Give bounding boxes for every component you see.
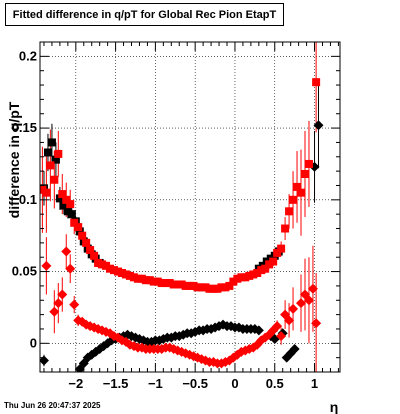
- data-point-diamond: [313, 120, 324, 131]
- data-point-square: [75, 227, 84, 236]
- data-point-diamond: [249, 323, 260, 334]
- data-point-diamond: [307, 283, 318, 294]
- x-tick-label: −1.5: [103, 376, 129, 391]
- x-tick-label: 1: [311, 376, 318, 391]
- data-point-diamond: [276, 331, 287, 342]
- data-point-square: [78, 231, 87, 240]
- data-point-square: [86, 246, 95, 255]
- data-point-square: [66, 200, 75, 209]
- data-point-diamond: [289, 344, 300, 355]
- data-point-square: [50, 175, 59, 184]
- data-point-diamond: [53, 298, 64, 309]
- data-point-square: [269, 257, 278, 266]
- data-point-diamond: [74, 364, 85, 372]
- data-markers: [40, 78, 324, 372]
- y-tick-label: 0.05: [12, 264, 37, 279]
- plot-frame: [39, 41, 341, 373]
- data-point-square: [59, 201, 68, 210]
- x-tick-label: 0: [231, 376, 238, 391]
- data-point-square: [46, 161, 55, 170]
- data-point-square: [297, 188, 306, 197]
- data-point-square: [304, 159, 313, 168]
- data-point-square: [312, 78, 321, 87]
- y-tick-label: 0.2: [19, 48, 37, 63]
- data-point-square: [277, 244, 286, 253]
- data-point-square: [67, 210, 76, 219]
- data-point-square: [281, 224, 290, 233]
- x-axis-label: η: [330, 399, 339, 414]
- data-point-diamond: [288, 303, 299, 314]
- y-tick-label: 0.1: [19, 192, 37, 207]
- data-point-diamond: [120, 336, 131, 347]
- data-point-diamond: [296, 298, 307, 309]
- data-point-diamond: [272, 321, 283, 332]
- axis-ticks: −2 −1.5 −1 −0.5 0 0.5 1 0 0.05 0.1 0.15 0.2: [12, 41, 340, 391]
- x-tick-label: −0.5: [182, 376, 208, 391]
- data-point-square: [42, 188, 51, 197]
- x-tick-label: 0.5: [266, 376, 284, 391]
- data-point-square: [43, 148, 52, 157]
- data-point-diamond: [61, 246, 72, 257]
- data-point-square: [51, 155, 60, 164]
- data-point-square: [54, 149, 63, 158]
- data-point-diamond: [65, 263, 76, 274]
- data-point-square: [293, 182, 302, 191]
- data-point-square: [47, 138, 56, 147]
- data-point-square: [225, 281, 234, 290]
- data-point-diamond: [284, 315, 295, 326]
- data-point-square: [82, 238, 91, 247]
- y-tick-label: 0: [30, 335, 37, 350]
- y-tick-label: 0.15: [12, 120, 37, 135]
- data-point-diamond: [57, 289, 68, 300]
- data-point-square: [300, 170, 309, 178]
- data-point-square: [289, 195, 298, 204]
- data-point-square: [273, 248, 282, 257]
- data-point-square: [261, 264, 270, 273]
- y-axis-label: difference in q/pT: [6, 101, 22, 218]
- data-point-square: [74, 223, 83, 232]
- data-point-square: [90, 251, 99, 260]
- data-point-diamond: [69, 299, 80, 310]
- data-point-square: [285, 207, 294, 216]
- data-point-square: [58, 190, 67, 199]
- data-point-square: [62, 195, 71, 204]
- data-point-diamond: [41, 260, 52, 271]
- chart-title: Fitted difference in q/pT for Global Rec…: [5, 3, 284, 26]
- x-tick-label: −1: [148, 376, 163, 391]
- timestamp: Thu Jun 26 20:47:37 2025: [4, 401, 101, 410]
- data-point-diamond: [49, 306, 60, 317]
- data-point-diamond: [303, 295, 314, 306]
- data-point-diamond: [253, 325, 264, 336]
- x-tick-label: −2: [68, 376, 83, 391]
- data-point-diamond: [311, 318, 322, 329]
- data-point-square: [55, 194, 64, 203]
- data-point-square: [70, 218, 79, 227]
